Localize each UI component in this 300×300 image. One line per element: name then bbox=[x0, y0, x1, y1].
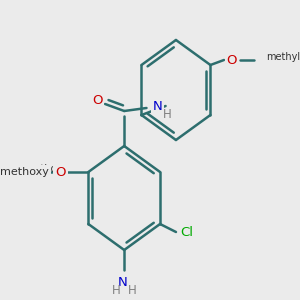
Text: methoxy: methoxy bbox=[25, 164, 68, 174]
Text: methoxy: methoxy bbox=[0, 167, 49, 177]
Text: H: H bbox=[163, 107, 172, 121]
Text: O: O bbox=[227, 53, 237, 67]
Text: N: N bbox=[119, 275, 129, 289]
Text: O: O bbox=[55, 166, 66, 178]
Text: Cl: Cl bbox=[181, 226, 194, 238]
Text: methyl: methyl bbox=[266, 52, 300, 62]
Text: N: N bbox=[118, 275, 128, 289]
Text: H: H bbox=[128, 284, 136, 296]
Text: O: O bbox=[92, 94, 102, 107]
Text: H: H bbox=[112, 284, 121, 296]
Text: N: N bbox=[153, 100, 163, 112]
